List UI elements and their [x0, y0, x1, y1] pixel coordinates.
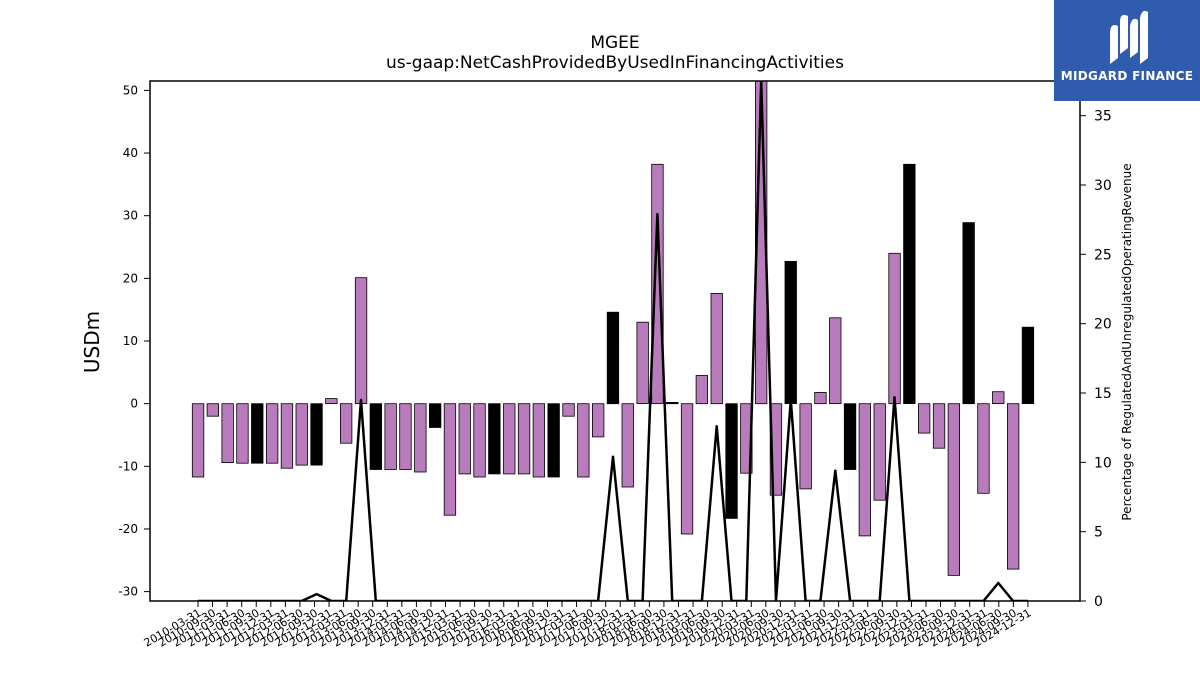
logo-mark-icon	[1110, 10, 1148, 64]
chart-subtitle: us-gaap:NetCashProvidedByUsedInFinancing…	[386, 53, 844, 73]
y2-axis-label: Percentage of RegulatedAndUnregulatedOpe…	[1120, 163, 1134, 520]
y2-tick-label: 5	[1094, 525, 1103, 541]
bar	[280, 403, 294, 469]
bar	[1021, 326, 1035, 405]
bar	[606, 311, 620, 405]
bar	[829, 317, 842, 404]
bar	[206, 403, 220, 417]
bar	[443, 403, 457, 516]
series-line	[198, 81, 1028, 601]
bar	[428, 403, 442, 428]
bar	[384, 403, 397, 470]
bar	[251, 403, 264, 464]
y-tick-label: -10	[118, 459, 138, 473]
bar	[339, 403, 353, 444]
bar	[799, 403, 812, 490]
bar	[532, 403, 545, 478]
bar	[903, 163, 916, 405]
y-axis-label: USDm	[80, 311, 104, 373]
y2-tick-label: 10	[1094, 455, 1112, 471]
chart-title: MGEE	[590, 33, 639, 53]
bar	[295, 403, 308, 466]
bar	[354, 277, 368, 405]
bar	[977, 403, 990, 494]
bar	[666, 401, 679, 405]
bar	[695, 375, 708, 405]
y-tick-label: 30	[123, 209, 138, 223]
bar	[725, 403, 738, 519]
bar	[1007, 403, 1020, 570]
bar	[873, 403, 886, 501]
y-tick-label: 40	[123, 146, 138, 160]
bar	[962, 222, 975, 405]
bar	[918, 403, 931, 434]
bar	[191, 403, 205, 478]
y-tick-label: 10	[123, 334, 138, 348]
bar	[592, 403, 605, 438]
bar	[888, 252, 901, 405]
bar	[636, 321, 649, 405]
bar	[814, 391, 827, 405]
bar	[947, 403, 960, 576]
bar	[414, 403, 427, 473]
line-group	[198, 81, 1028, 601]
bar	[325, 398, 338, 405]
bar	[473, 403, 486, 478]
bar	[843, 403, 857, 470]
y2-tick-label: 30	[1094, 178, 1112, 194]
bar	[562, 403, 575, 417]
x-axis-ticks: 2010-03-312010-09-302011-03-312011-06-30…	[142, 601, 1033, 650]
bar	[710, 292, 723, 405]
y2-tick-label: 20	[1094, 317, 1112, 333]
bar	[621, 403, 634, 488]
bar	[992, 391, 1005, 405]
bar	[221, 403, 234, 464]
y-tick-label: 20	[123, 271, 138, 285]
plot-frame	[149, 80, 1081, 602]
bar	[236, 403, 249, 464]
bars-group	[191, 81, 1035, 576]
bar	[369, 403, 383, 470]
bar	[488, 403, 501, 475]
y-tick-label: -30	[118, 585, 138, 599]
y-axis-ticks: -30 -20 -10 0 10 20 30 40 50	[118, 83, 150, 599]
y-tick-label: 50	[123, 83, 138, 97]
bar	[310, 403, 323, 466]
bar	[932, 403, 946, 449]
bar	[503, 403, 516, 475]
y2-tick-label: 35	[1094, 109, 1112, 125]
bar	[547, 403, 560, 478]
y2-tick-label: 15	[1094, 386, 1112, 402]
y2-tick-label: 0	[1094, 594, 1103, 610]
bar	[651, 163, 664, 405]
bar	[458, 403, 471, 475]
bar	[858, 403, 871, 537]
y-tick-label: 0	[130, 397, 138, 411]
logo: MIDGARD FINANCE	[1054, 0, 1200, 101]
bar	[784, 260, 797, 404]
bar	[517, 403, 531, 475]
y-tick-label: -20	[118, 522, 138, 536]
bar	[680, 403, 694, 535]
bar	[577, 403, 590, 478]
logo-text: MIDGARD FINANCE	[1060, 69, 1194, 83]
y2-tick-label: 25	[1094, 247, 1112, 263]
bar	[769, 403, 783, 496]
y2-axis-ticks: 0 5 10 15 20 25 30 35	[1080, 109, 1112, 610]
bar	[399, 403, 412, 470]
bar	[265, 403, 279, 464]
